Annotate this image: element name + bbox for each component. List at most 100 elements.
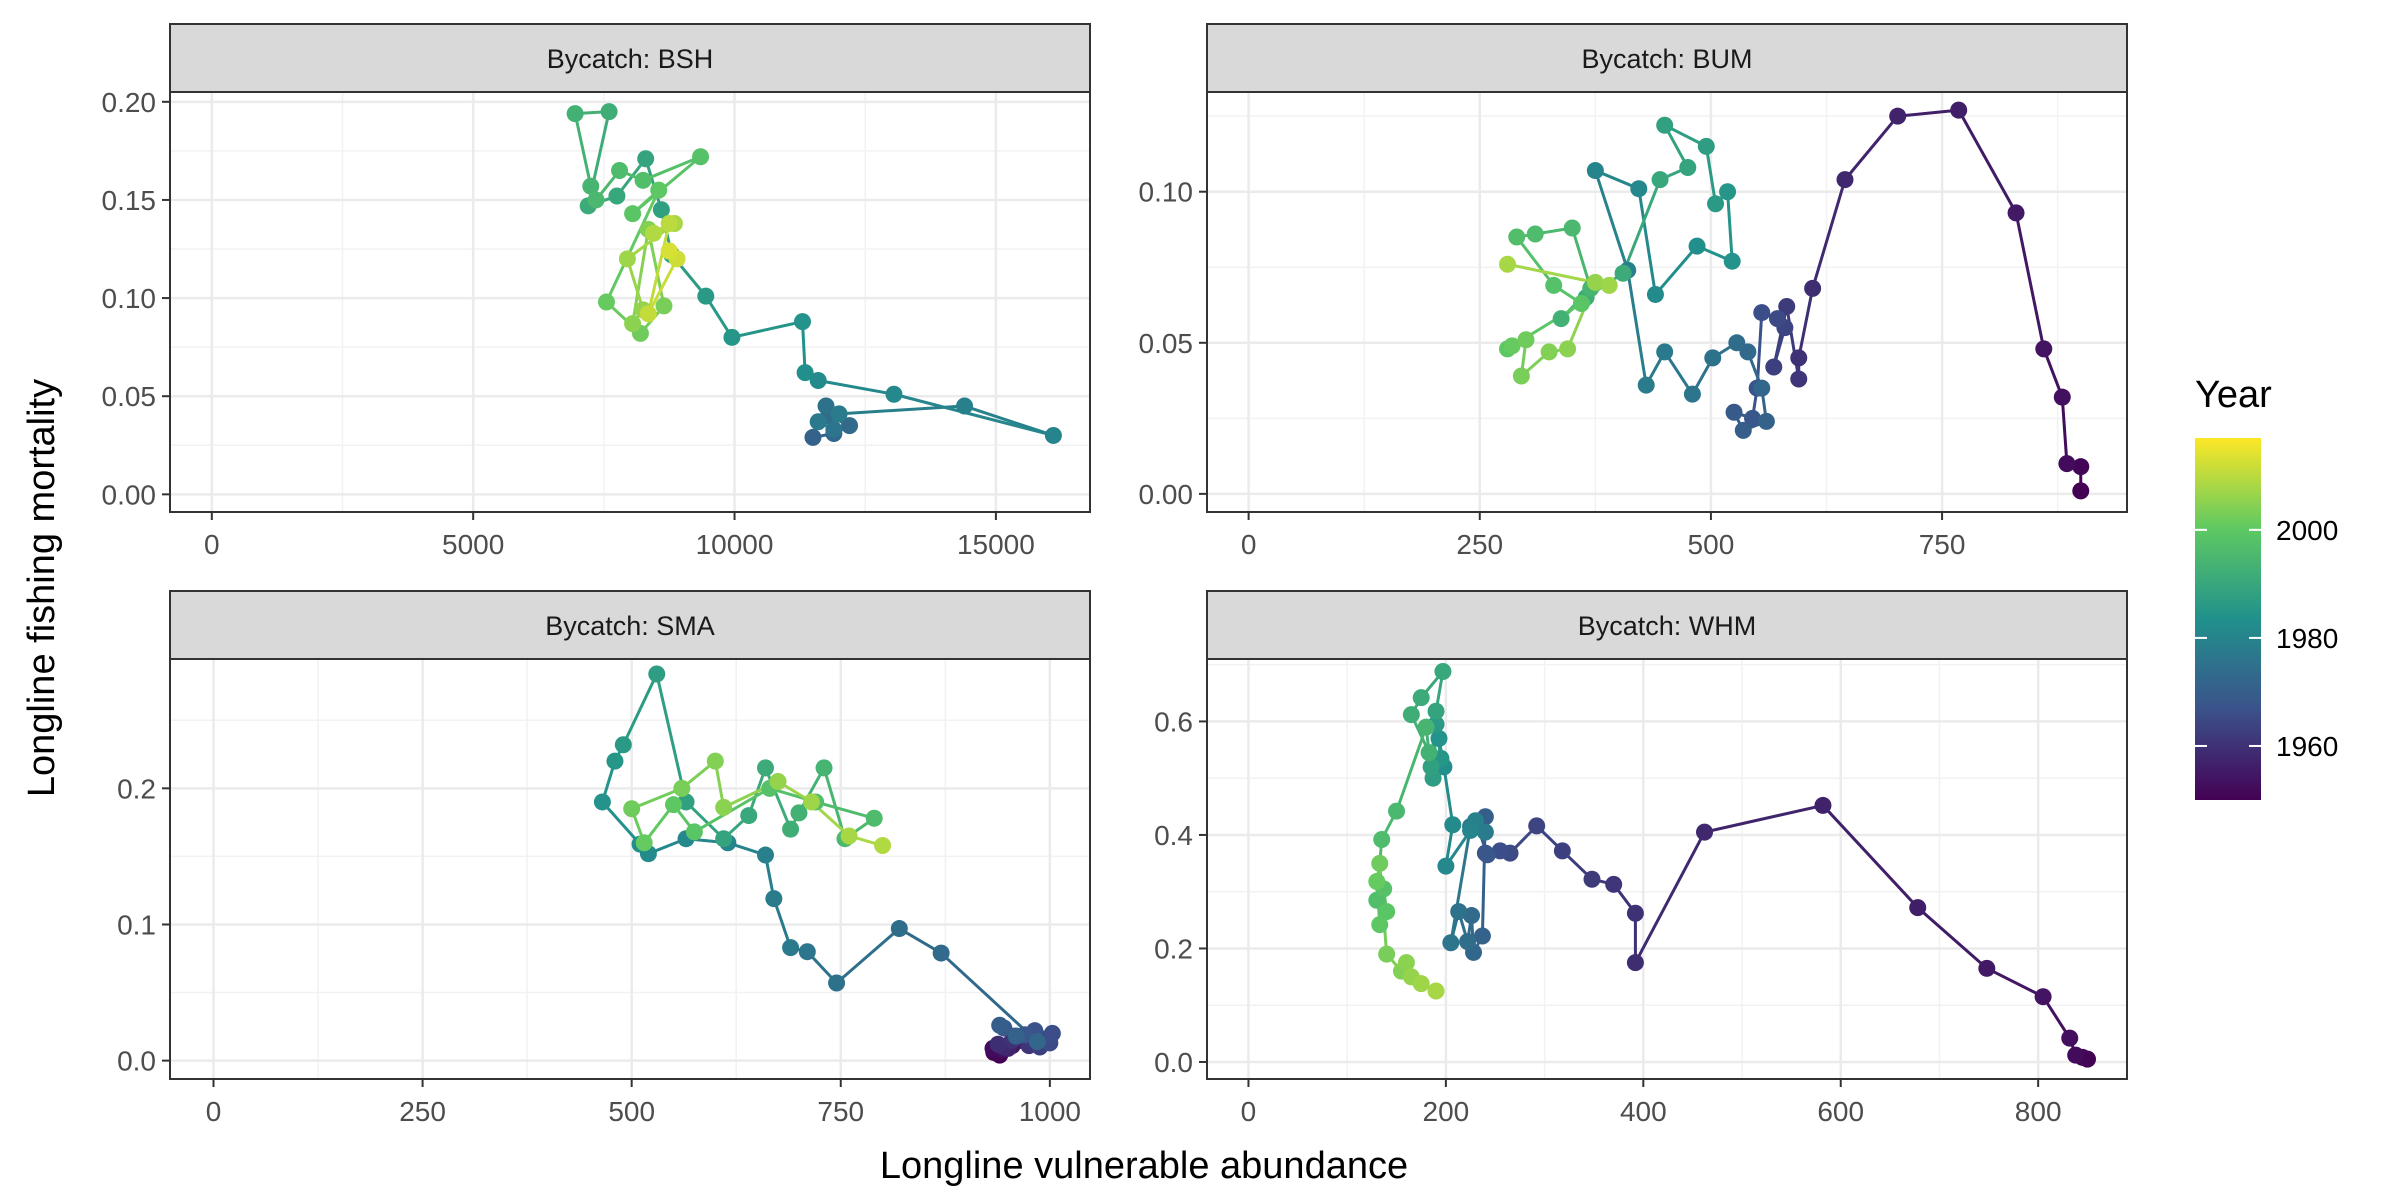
y-tick-label: 0.2 <box>1154 933 1193 964</box>
data-point <box>611 162 629 180</box>
data-point <box>566 105 584 123</box>
y-tick-label: 0.4 <box>1154 820 1193 851</box>
data-point <box>1434 662 1452 680</box>
data-point <box>1696 823 1714 841</box>
data-point <box>652 201 670 219</box>
data-point <box>1768 310 1786 328</box>
data-point <box>1437 857 1455 875</box>
data-point <box>1478 846 1496 864</box>
data-point <box>825 421 843 439</box>
x-tick-label: 250 <box>399 1096 446 1127</box>
data-point <box>1656 116 1674 134</box>
data-point <box>1704 349 1722 367</box>
data-point <box>1950 101 1968 119</box>
data-point <box>1719 183 1737 201</box>
x-tick-label: 750 <box>1919 529 1966 560</box>
legend-ticks: 1960 1980 2000 <box>2195 515 2338 762</box>
series-segment <box>814 800 876 820</box>
x-tick-label: 600 <box>1817 1096 1864 1127</box>
data-point <box>1688 237 1706 255</box>
data-point <box>1420 744 1438 762</box>
y-tick-label: 0.05 <box>1139 328 1194 359</box>
data-point <box>624 205 642 223</box>
data-point <box>1417 718 1435 736</box>
data-point <box>1646 285 1664 303</box>
x-tick-label: 800 <box>2015 1096 2062 1127</box>
data-point <box>1044 426 1062 444</box>
data-point <box>1679 159 1697 177</box>
series-segment <box>573 112 593 188</box>
series-segment <box>939 951 1039 1044</box>
series-segment <box>797 766 826 815</box>
facet-strip-label: Bycatch: BUM <box>1581 44 1752 74</box>
y-axis-title: Longline fishing mortality <box>21 379 63 797</box>
series-segment <box>604 188 661 304</box>
panel-background <box>1207 92 2127 512</box>
data-point <box>673 779 691 797</box>
data-point <box>1683 385 1701 403</box>
panel-background <box>1207 659 2127 1079</box>
data-point <box>809 413 827 431</box>
data-point <box>715 830 733 848</box>
data-point <box>756 759 774 777</box>
legend-colorbar <box>2195 438 2261 800</box>
data-point <box>1651 171 1669 189</box>
data-point <box>1552 310 1570 328</box>
x-tick-label: 0 <box>206 1096 222 1127</box>
data-point <box>890 920 908 938</box>
facet-strip <box>1206 590 2128 660</box>
series-segment <box>1395 725 1428 813</box>
x-tick-label: 5000 <box>442 529 504 560</box>
data-point <box>1697 137 1715 155</box>
series-segment <box>1653 244 1699 296</box>
data-point <box>1368 872 1386 890</box>
data-point <box>2034 988 2052 1006</box>
data-point <box>1491 842 1509 860</box>
data-point <box>1583 870 1601 888</box>
panel-background <box>170 659 1090 1079</box>
data-point <box>660 242 678 260</box>
y-tick-label: 0.6 <box>1154 706 1193 737</box>
series-segment <box>822 766 847 841</box>
series-segment <box>1449 824 1473 945</box>
series-segment <box>1726 190 1734 263</box>
data-point <box>634 171 652 189</box>
x-tick-label: 750 <box>817 1096 864 1127</box>
data-point <box>2072 482 2090 500</box>
data-point <box>650 181 668 199</box>
data-point <box>1545 276 1563 294</box>
series-segment <box>801 320 807 375</box>
data-point <box>802 793 820 811</box>
data-point <box>1889 107 1907 125</box>
data-point <box>1503 337 1521 355</box>
data-point <box>1540 343 1558 361</box>
series-segment <box>2060 395 2069 466</box>
data-point <box>740 807 758 825</box>
data-point <box>1790 349 1808 367</box>
data-point <box>1462 821 1480 839</box>
data-point <box>1450 903 1468 921</box>
data-point <box>637 150 655 168</box>
data-point <box>1412 689 1430 707</box>
data-point <box>624 315 642 333</box>
data-point <box>885 385 903 403</box>
data-point <box>1572 295 1590 313</box>
x-tick-label: 0 <box>1241 529 1257 560</box>
data-point <box>1553 842 1571 860</box>
data-point <box>664 796 682 814</box>
data-point <box>697 287 715 305</box>
data-point <box>1909 899 1927 917</box>
data-point <box>794 313 811 331</box>
data-point <box>655 297 673 315</box>
data-point <box>715 798 733 816</box>
series-segment <box>2042 347 2064 399</box>
data-point <box>796 364 814 382</box>
y-tick-label: 0.1 <box>117 909 156 940</box>
data-point <box>1402 706 1420 724</box>
series-segment <box>1570 226 1593 290</box>
data-point <box>1043 1024 1061 1042</box>
data-point <box>1476 823 1494 841</box>
series-segment <box>1633 830 1707 965</box>
data-point <box>685 823 703 841</box>
series-segment <box>1515 235 1556 287</box>
